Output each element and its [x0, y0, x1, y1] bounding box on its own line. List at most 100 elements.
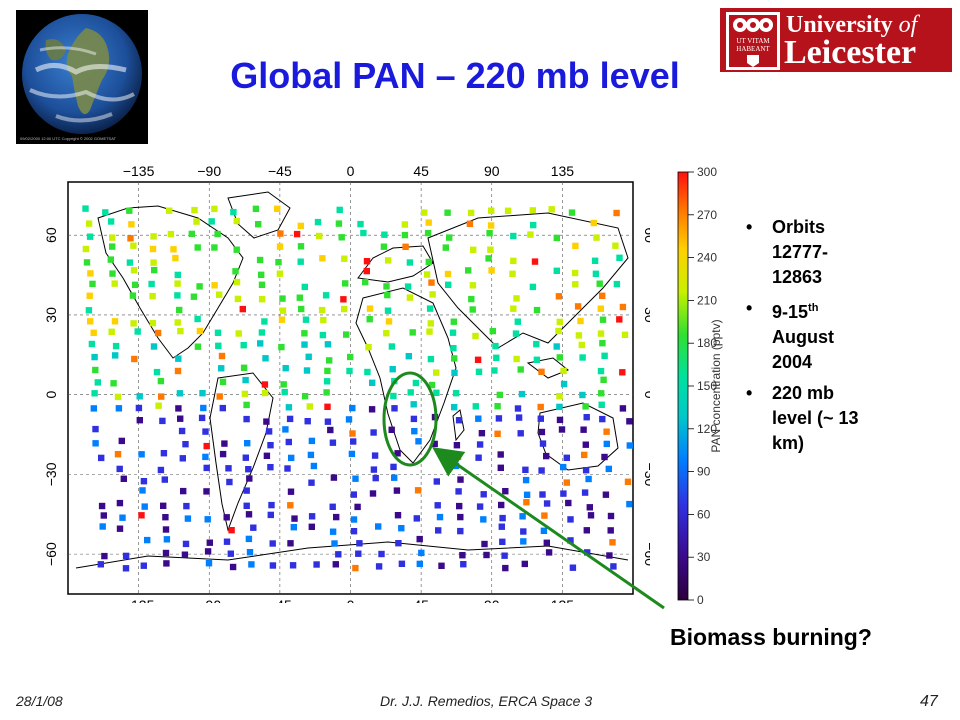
data-point	[369, 379, 376, 386]
data-point	[575, 332, 583, 339]
data-point	[560, 490, 567, 497]
data-point	[597, 305, 604, 312]
data-point	[194, 343, 202, 350]
data-point	[494, 430, 501, 437]
data-point	[356, 540, 363, 547]
data-point	[92, 366, 99, 374]
data-point	[601, 352, 608, 359]
map-x-tick-label: 45	[413, 163, 429, 179]
data-point	[91, 353, 98, 361]
data-point	[349, 430, 356, 437]
data-point	[621, 331, 629, 338]
data-point	[261, 381, 269, 388]
data-point	[610, 563, 617, 570]
data-point	[269, 562, 277, 569]
data-point	[268, 501, 275, 509]
colorbar-tick-label: 150	[697, 379, 717, 393]
map-y-tick-label: 60	[642, 227, 650, 243]
data-point	[613, 209, 620, 217]
data-point	[331, 540, 338, 547]
data-point	[181, 551, 189, 558]
data-point	[466, 220, 474, 227]
university-logo: UT VITAM HABEANT University of Leicester	[720, 8, 952, 72]
data-point	[474, 356, 482, 363]
logo-leicester-text: Leicester	[784, 34, 917, 71]
data-point	[365, 344, 372, 351]
data-point	[161, 476, 168, 483]
data-point	[162, 526, 170, 533]
data-point	[199, 390, 206, 397]
data-point	[246, 475, 253, 482]
data-point	[198, 414, 206, 422]
data-point	[578, 341, 585, 349]
data-point	[100, 512, 107, 519]
map-x-tick-label: −90	[197, 597, 221, 603]
data-point	[563, 454, 570, 461]
data-point	[468, 295, 475, 303]
data-point	[228, 527, 235, 534]
data-point	[522, 476, 530, 484]
data-point	[569, 564, 577, 571]
data-point	[349, 404, 356, 412]
data-point	[556, 318, 563, 326]
data-point	[598, 401, 605, 408]
data-point	[597, 367, 605, 375]
data-point	[515, 414, 523, 421]
data-point	[476, 503, 484, 510]
data-point	[369, 490, 377, 497]
data-point	[116, 499, 124, 507]
data-point	[583, 414, 590, 421]
data-point	[87, 318, 94, 325]
data-point	[216, 393, 223, 400]
data-point	[221, 440, 228, 447]
data-point	[233, 217, 240, 225]
data-point	[114, 451, 122, 458]
data-point	[360, 229, 367, 237]
data-point	[308, 437, 316, 445]
colorbar-tick-label: 0	[697, 593, 704, 606]
data-point	[455, 417, 463, 424]
data-point	[301, 330, 308, 337]
data-point	[572, 281, 579, 288]
data-point	[214, 230, 221, 238]
data-point	[510, 232, 517, 240]
data-point	[523, 491, 531, 498]
data-point	[265, 428, 273, 435]
data-point	[109, 270, 116, 277]
data-point	[433, 478, 440, 485]
data-point	[404, 283, 412, 290]
data-point	[406, 259, 414, 266]
data-point	[343, 331, 350, 338]
data-point	[451, 355, 458, 362]
data-point	[202, 453, 209, 461]
map-y-tick-label: 30	[642, 307, 650, 323]
data-point	[488, 207, 495, 214]
data-point	[136, 417, 143, 424]
map-x-tick-label: 90	[484, 163, 500, 179]
data-point	[444, 209, 451, 216]
data-point	[318, 306, 326, 314]
data-point	[177, 415, 184, 422]
data-point	[395, 540, 402, 547]
data-point	[149, 245, 157, 253]
pan-data-points	[82, 205, 633, 572]
data-point	[521, 560, 528, 568]
data-point	[342, 280, 349, 287]
data-point	[234, 295, 242, 303]
data-point	[86, 233, 94, 240]
data-point	[130, 320, 137, 327]
data-point	[245, 535, 253, 543]
data-point	[366, 316, 373, 323]
data-point	[626, 418, 633, 425]
data-point	[502, 488, 509, 495]
data-point	[530, 221, 537, 229]
data-point	[434, 502, 441, 509]
data-point	[538, 368, 545, 375]
data-point	[457, 513, 464, 521]
data-point	[281, 388, 288, 396]
data-point	[102, 209, 109, 216]
data-point	[297, 243, 305, 250]
data-point	[223, 514, 230, 521]
data-point	[111, 318, 119, 325]
data-point	[155, 402, 162, 409]
